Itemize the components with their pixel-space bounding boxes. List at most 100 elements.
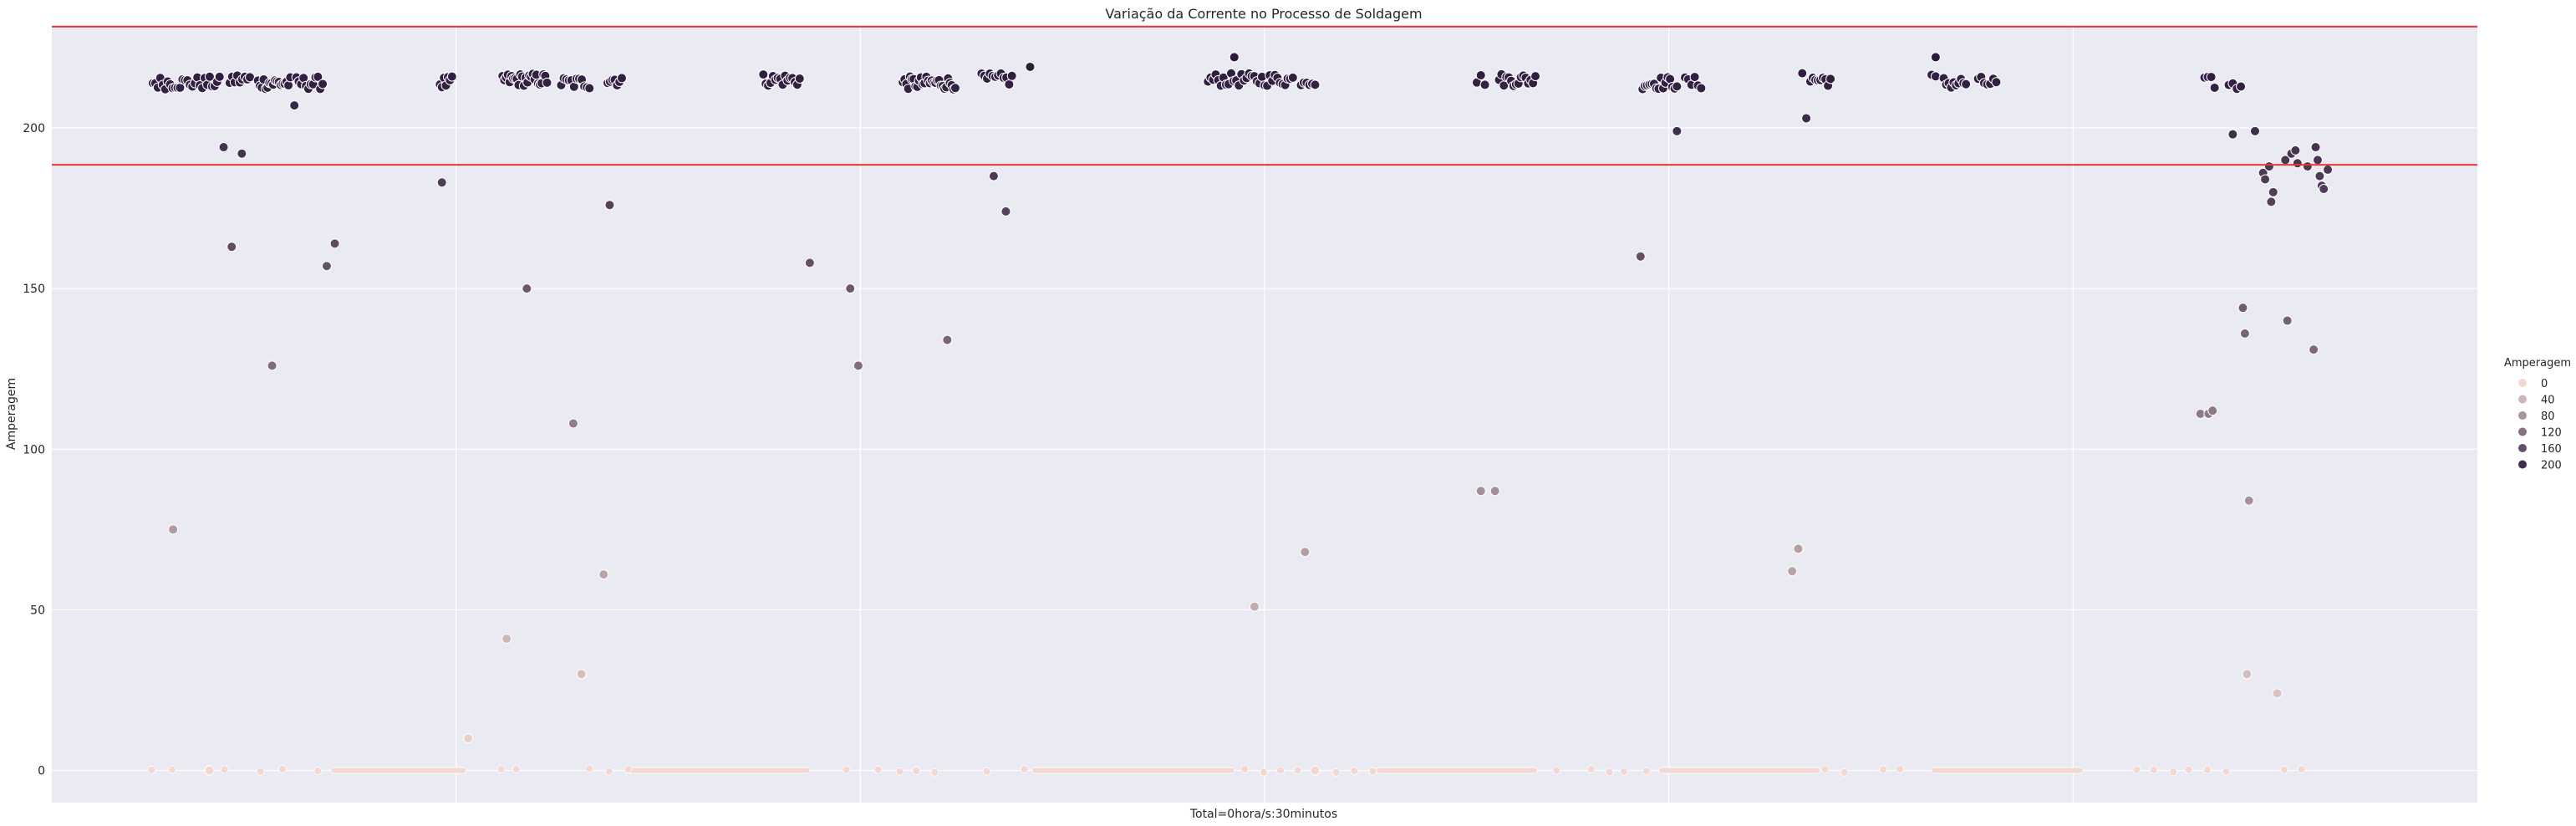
data-point bbox=[1300, 547, 1311, 558]
data-point bbox=[2260, 174, 2271, 185]
data-point bbox=[1310, 765, 1321, 776]
data-point bbox=[2207, 405, 2218, 416]
legend: Amperagem 0 40 80 120 160 200 bbox=[2504, 357, 2571, 472]
legend-marker bbox=[2517, 426, 2528, 437]
data-point bbox=[204, 71, 215, 82]
data-point bbox=[329, 238, 340, 249]
data-point bbox=[446, 71, 457, 82]
data-point bbox=[1879, 765, 1887, 774]
data-point bbox=[2203, 765, 2212, 774]
data-point bbox=[1793, 543, 1804, 554]
data-point bbox=[214, 71, 225, 82]
data-point bbox=[2314, 171, 2325, 181]
data-point bbox=[1696, 83, 1707, 94]
legend-marker bbox=[2517, 410, 2528, 421]
y-tick-label: 150 bbox=[23, 283, 45, 296]
data-point bbox=[1797, 68, 1808, 79]
data-point bbox=[2243, 495, 2254, 506]
reference-lines bbox=[52, 25, 2477, 166]
data-point bbox=[220, 765, 229, 774]
data-point bbox=[2263, 161, 2274, 172]
data-point bbox=[2292, 158, 2303, 169]
data-point bbox=[1552, 766, 1561, 775]
legend-entries: 0 40 80 120 160 200 bbox=[2517, 378, 2562, 472]
data-point bbox=[2279, 765, 2288, 774]
data-point bbox=[2290, 145, 2301, 156]
data-point bbox=[585, 764, 594, 773]
data-point bbox=[616, 73, 627, 84]
legend-marker bbox=[2517, 443, 2528, 453]
data-point bbox=[289, 100, 300, 111]
data-point bbox=[804, 257, 815, 268]
data-point bbox=[1672, 81, 1683, 92]
data-point bbox=[912, 767, 921, 775]
data-point bbox=[2323, 164, 2334, 175]
legend-label: 0 bbox=[2541, 378, 2548, 390]
y-tick-label: 200 bbox=[23, 122, 45, 135]
data-point bbox=[794, 73, 805, 84]
data-point bbox=[218, 142, 229, 153]
data-point bbox=[1530, 71, 1541, 82]
legend-marker bbox=[2517, 378, 2528, 388]
x-axis-label: Total=0hora/s:30minutos bbox=[1189, 808, 1337, 821]
data-point bbox=[2312, 155, 2323, 166]
zero-run bbox=[1931, 767, 2084, 774]
data-point bbox=[942, 334, 953, 345]
data-point bbox=[2282, 315, 2293, 326]
data-point bbox=[2310, 142, 2321, 153]
data-point bbox=[1229, 52, 1240, 63]
data-point bbox=[463, 733, 474, 744]
data-point bbox=[227, 242, 237, 252]
zero-run bbox=[1658, 767, 1821, 774]
legend-label: 120 bbox=[2541, 427, 2562, 440]
y-tick-label: 50 bbox=[30, 604, 45, 617]
y-axis-label: Amperagem bbox=[5, 378, 18, 450]
data-point bbox=[1605, 767, 1614, 777]
data-point bbox=[1240, 765, 1249, 773]
data-point bbox=[1479, 79, 1490, 90]
data-point bbox=[1260, 767, 1268, 777]
data-point bbox=[604, 200, 615, 211]
data-point bbox=[1642, 767, 1651, 776]
data-point bbox=[584, 83, 595, 94]
data-point bbox=[2266, 196, 2277, 207]
data-point bbox=[1787, 566, 1798, 577]
data-point bbox=[2319, 183, 2329, 194]
data-point bbox=[2239, 328, 2250, 339]
data-point bbox=[1840, 767, 1849, 777]
data-point bbox=[1287, 72, 1298, 83]
data-point bbox=[1020, 765, 1029, 774]
data-point bbox=[624, 765, 633, 773]
zero-value-series bbox=[147, 764, 2306, 777]
data-point bbox=[2132, 765, 2141, 774]
data-point bbox=[598, 569, 609, 580]
data-point bbox=[853, 360, 863, 371]
data-point bbox=[1991, 77, 2002, 88]
data-point bbox=[988, 171, 999, 181]
data-point bbox=[313, 71, 323, 82]
data-point bbox=[2302, 161, 2313, 172]
data-point bbox=[1489, 486, 1500, 497]
data-point bbox=[1896, 765, 1904, 773]
data-point bbox=[2249, 125, 2260, 136]
data-point bbox=[873, 765, 883, 774]
data-point bbox=[1249, 601, 1260, 612]
data-point bbox=[949, 83, 960, 94]
data-point bbox=[168, 765, 176, 774]
data-point bbox=[496, 764, 506, 773]
data-point bbox=[2222, 767, 2231, 776]
legend-label: 200 bbox=[2541, 460, 2562, 472]
data-point bbox=[1310, 79, 1321, 90]
data-point bbox=[2297, 765, 2306, 774]
data-point bbox=[256, 767, 265, 776]
data-point bbox=[321, 261, 332, 272]
data-point bbox=[1475, 486, 1486, 497]
data-point bbox=[568, 418, 578, 429]
data-point bbox=[2169, 767, 2178, 777]
data-point bbox=[1293, 766, 1302, 775]
data-point bbox=[313, 767, 323, 776]
legend-title: Amperagem bbox=[2504, 357, 2571, 370]
data-point bbox=[1331, 767, 1341, 777]
data-point bbox=[2184, 765, 2193, 774]
